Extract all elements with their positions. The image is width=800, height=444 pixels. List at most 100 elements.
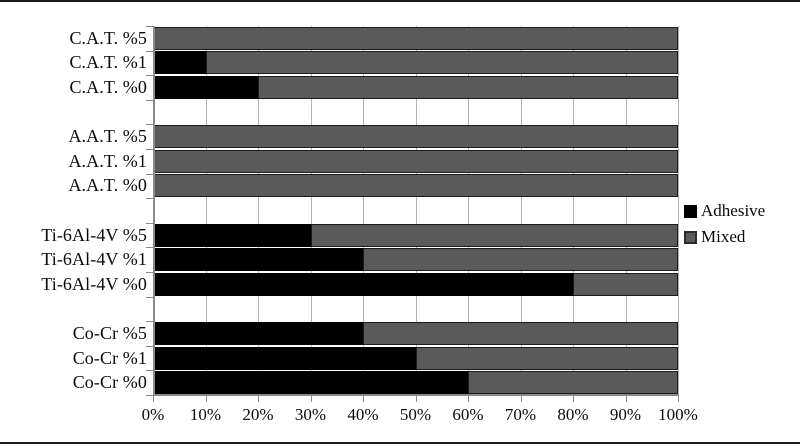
bar-segment-mixed bbox=[153, 125, 678, 149]
category-tickmark bbox=[146, 321, 153, 323]
category-label: Co-Cr %0 bbox=[72, 372, 147, 393]
bar-segment-adhesive bbox=[153, 51, 206, 75]
category-label: Ti-6Al-4V %0 bbox=[41, 273, 147, 294]
category-label: A.A.T. %0 bbox=[68, 175, 147, 196]
bar-segment-mixed bbox=[573, 272, 678, 296]
bar-segment-adhesive bbox=[153, 322, 363, 345]
category-tickmark bbox=[146, 75, 153, 77]
bar-row bbox=[153, 248, 678, 272]
category-tickmark bbox=[146, 99, 153, 101]
category-label: C.A.T. %5 bbox=[69, 27, 147, 48]
bar-segment-mixed bbox=[153, 26, 678, 50]
chart-legend: Adhesive Mixed bbox=[684, 198, 796, 250]
x-tickmark-30 bbox=[310, 395, 312, 402]
category-tickmark bbox=[146, 395, 153, 396]
x-tickmark-100 bbox=[678, 395, 679, 402]
x-tick-label-10: 10% bbox=[189, 405, 222, 424]
category-label: Ti-6Al-4V %5 bbox=[41, 224, 147, 245]
x-tickmark-0 bbox=[153, 395, 154, 402]
gridline-50 bbox=[415, 26, 417, 395]
bar-row bbox=[153, 149, 678, 173]
bar-row bbox=[153, 346, 678, 370]
x-tickmark-70 bbox=[520, 395, 522, 402]
category-label: A.A.T. %5 bbox=[68, 126, 147, 147]
x-tick-label-70: 70% bbox=[504, 405, 537, 424]
bar-segment-mixed bbox=[205, 51, 678, 75]
bar-segment-mixed bbox=[468, 371, 678, 395]
x-tick-label-60: 60% bbox=[452, 405, 484, 424]
gray-square-swatch-icon bbox=[684, 230, 697, 244]
legend-label-mixed: Mixed bbox=[701, 227, 746, 246]
category-tickmark bbox=[146, 272, 153, 273]
bar-segment-mixed bbox=[153, 149, 678, 173]
gridline-80 bbox=[573, 26, 574, 395]
gridline-100 bbox=[678, 26, 679, 395]
bar-row bbox=[153, 26, 678, 50]
bar-segment-mixed bbox=[258, 76, 678, 99]
category-tickmark bbox=[146, 296, 153, 298]
category-label: Ti-6Al-4V %1 bbox=[41, 249, 147, 270]
x-tickmark-80 bbox=[573, 395, 574, 402]
bar-row bbox=[153, 272, 678, 296]
x-tick-label-0: 0% bbox=[141, 405, 165, 424]
bar-segment-mixed bbox=[415, 346, 678, 370]
bar-segment-adhesive bbox=[153, 248, 363, 272]
x-tick-label-100: 100% bbox=[658, 405, 698, 424]
x-tickmark-40 bbox=[363, 395, 364, 402]
bar-row bbox=[153, 223, 678, 247]
category-tickmark bbox=[146, 198, 153, 200]
gridline-10 bbox=[205, 26, 207, 395]
value-axis-line bbox=[153, 26, 155, 395]
bar-row bbox=[153, 174, 678, 198]
x-tickmark-50 bbox=[415, 395, 417, 402]
bar-row bbox=[153, 371, 678, 395]
x-tick-label-40: 40% bbox=[347, 405, 379, 424]
bar-segment-adhesive bbox=[153, 223, 311, 247]
legend-item-mixed: Mixed bbox=[684, 224, 796, 250]
category-tickmark bbox=[146, 173, 153, 175]
x-tick-label-90: 90% bbox=[609, 405, 642, 424]
category-tickmark bbox=[146, 370, 153, 372]
bar-segment-adhesive bbox=[153, 272, 573, 296]
category-tickmark bbox=[146, 50, 153, 52]
category-tickmark bbox=[146, 124, 153, 126]
bar-segment-adhesive bbox=[153, 371, 468, 395]
gridline-20 bbox=[258, 26, 259, 395]
category-label: Co-Cr %1 bbox=[72, 347, 147, 368]
gridline-90 bbox=[625, 26, 627, 395]
bar-segment-mixed bbox=[310, 223, 678, 247]
black-square-swatch-icon bbox=[684, 204, 697, 218]
x-tickmark-90 bbox=[625, 395, 627, 402]
x-tickmark-10 bbox=[205, 395, 207, 402]
category-label: C.A.T. %0 bbox=[69, 77, 147, 97]
x-tick-label-30: 30% bbox=[294, 405, 327, 424]
category-tickmark bbox=[146, 247, 153, 249]
bar-segment-mixed bbox=[363, 248, 678, 272]
bar-segment-mixed bbox=[153, 174, 678, 198]
x-tickmark-20 bbox=[258, 395, 259, 402]
x-tick-label-20: 20% bbox=[242, 405, 274, 424]
x-tickmark-60 bbox=[468, 395, 469, 402]
category-label: A.A.T. %1 bbox=[68, 150, 147, 171]
category-tickmark bbox=[146, 222, 153, 224]
plot-area bbox=[153, 26, 679, 396]
x-axis-tick-labels: 0% 10% 20% 30% 40% 50% 60% 70% 80% 90% 100% bbox=[142, 395, 698, 435]
category-label: C.A.T. %1 bbox=[69, 52, 147, 73]
legend-item-adhesive: Adhesive bbox=[684, 198, 796, 224]
gridline-60 bbox=[468, 26, 469, 395]
gridline-30 bbox=[310, 26, 312, 395]
category-tickmark bbox=[146, 26, 153, 27]
bar-row bbox=[153, 51, 678, 75]
gridline-70 bbox=[520, 26, 522, 395]
bar-segment-adhesive bbox=[153, 76, 258, 99]
category-tickmark bbox=[146, 149, 153, 150]
gridline-40 bbox=[363, 26, 364, 395]
x-tick-label-80: 80% bbox=[557, 405, 589, 424]
bar-segment-mixed bbox=[363, 322, 678, 345]
x-tick-label-50: 50% bbox=[399, 405, 432, 424]
legend-label-adhesive: Adhesive bbox=[701, 201, 766, 220]
category-label: Co-Cr %5 bbox=[72, 323, 147, 343]
bar-row bbox=[153, 125, 678, 149]
bar-segment-adhesive bbox=[153, 346, 416, 370]
